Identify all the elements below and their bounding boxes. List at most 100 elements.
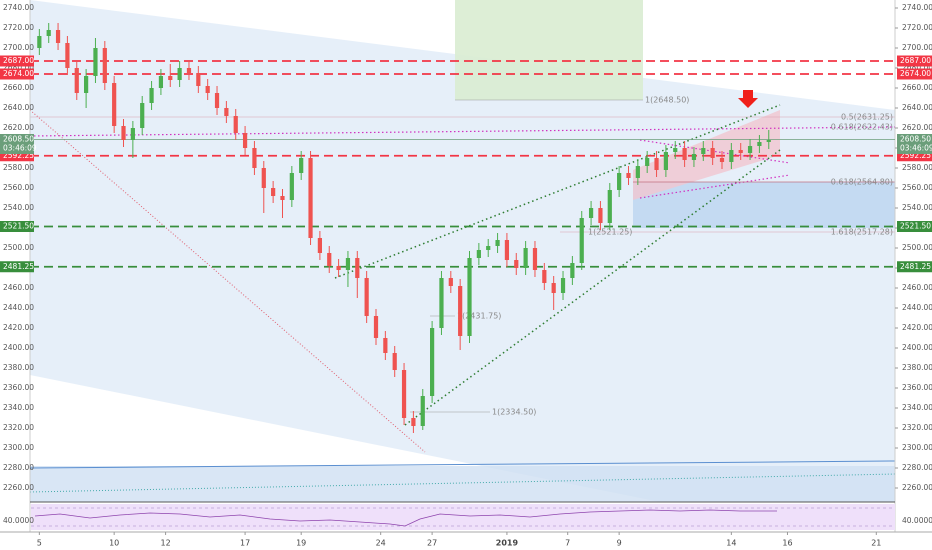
candle-body — [476, 250, 481, 258]
candle-body — [523, 248, 528, 268]
lower-band — [30, 466, 895, 502]
level-tag — [897, 68, 932, 80]
candle-body — [747, 146, 753, 153]
candle-body — [140, 103, 145, 128]
y-tick-label: 2580.00 — [3, 163, 34, 172]
candle-body — [74, 68, 79, 93]
candle-body — [158, 76, 164, 88]
candle-body — [130, 128, 135, 140]
candle-body — [46, 30, 51, 36]
candle-body — [308, 158, 313, 238]
y-tick-label: 2500.00 — [3, 243, 34, 252]
candle-body — [560, 278, 566, 293]
last-price-label: 2608.50 — [3, 135, 34, 144]
candle-body — [93, 48, 98, 76]
channel — [30, 0, 895, 502]
level-tag — [897, 221, 932, 232]
annotation: 1(2334.50) — [492, 408, 536, 417]
candle-body — [514, 260, 519, 268]
y-tick-label: 2380.00 — [3, 363, 34, 372]
level-tag — [0, 68, 34, 80]
level-label: 2687.00 — [900, 56, 931, 65]
candle-body — [373, 316, 379, 338]
y-tick-label: 2700.00 — [902, 43, 932, 52]
candle-body — [196, 73, 201, 86]
level-tag — [0, 261, 34, 273]
y-tick-label: 2700.00 — [3, 43, 34, 52]
annotation: 1.618(2517.28) — [831, 228, 893, 237]
y-tick-label: 2580.00 — [902, 163, 932, 172]
annotation: 1(2521.25) — [588, 228, 632, 237]
y-tick-label: 2340.00 — [3, 403, 34, 412]
candle-body — [598, 208, 603, 223]
y-tick-label: 2420.00 — [902, 323, 932, 332]
candle-body — [738, 150, 743, 153]
y-tick-label: 2260.00 — [3, 483, 34, 492]
candle-body — [214, 93, 220, 108]
y-tick-label: 2300.00 — [902, 443, 932, 452]
candle-body — [626, 173, 631, 178]
y-tick-label: 2280.00 — [3, 463, 34, 472]
trend-lower — [404, 149, 781, 426]
candle-body — [719, 158, 725, 162]
y-tick-label: 2540.00 — [902, 203, 932, 212]
annotation: 0.618(2564.80) — [831, 178, 893, 187]
candle-body — [691, 154, 697, 160]
candle-body — [345, 258, 351, 270]
candle-body — [504, 240, 510, 260]
y-tick-label: 2540.00 — [3, 203, 34, 212]
candle-body — [177, 68, 182, 80]
stop-box — [633, 182, 895, 228]
rsi-line — [34, 509, 777, 527]
candle-body — [84, 76, 89, 93]
candle-body — [729, 150, 734, 162]
candle-body — [663, 152, 668, 170]
level-tag — [897, 55, 932, 67]
x-tick-label: 14 — [726, 539, 736, 548]
y-tick-label: 2360.00 — [902, 383, 932, 392]
y-tick-label: 2460.00 — [902, 283, 932, 292]
countdown-label: 03:46:09 — [900, 144, 932, 153]
x-tick-label: 17 — [240, 539, 250, 548]
candle-body — [280, 196, 285, 200]
level-tag — [897, 261, 932, 273]
y-tick-label: 2640.00 — [902, 103, 932, 112]
level-label: 2521.50 — [3, 222, 34, 231]
band-line — [29, 460, 896, 469]
x-tick-label: 5 — [37, 539, 42, 548]
candle-body — [65, 43, 70, 68]
candle-body — [467, 258, 472, 336]
candle-body — [355, 258, 360, 278]
candle-body — [411, 418, 416, 426]
y-tick-label: 2660.00 — [3, 83, 34, 92]
annotation: 1(2648.50) — [645, 96, 689, 105]
candle-body — [364, 278, 369, 316]
candle-body — [224, 108, 229, 116]
candle-body — [710, 148, 715, 158]
level-tag — [897, 150, 932, 162]
candle-body — [121, 126, 126, 140]
candle-body — [532, 248, 538, 270]
candle-body — [37, 36, 42, 48]
candle-body — [579, 218, 584, 263]
candle-body — [112, 83, 117, 126]
candle-body — [186, 68, 192, 73]
y-tick-label: 2280.00 — [902, 463, 932, 472]
level-label: 2592.25 — [900, 151, 931, 160]
candle-body — [607, 190, 612, 223]
trend-upper — [334, 104, 781, 279]
y-tick-label: 2740.00 — [3, 3, 34, 12]
y-tick-label: 2440.00 — [902, 303, 932, 312]
candle-body — [448, 278, 453, 286]
candle-body — [242, 133, 248, 148]
level-tag — [0, 221, 34, 232]
rsi-label: 40.0000 — [3, 516, 34, 525]
x-tick-label: 12 — [161, 539, 171, 548]
x-tick-label: 24 — [376, 539, 386, 548]
y-tick-label: 2380.00 — [902, 363, 932, 372]
candle-body — [570, 263, 575, 278]
y-tick-label: 2400.00 — [3, 343, 34, 352]
candle-body — [336, 266, 341, 270]
candle-body — [261, 168, 266, 188]
